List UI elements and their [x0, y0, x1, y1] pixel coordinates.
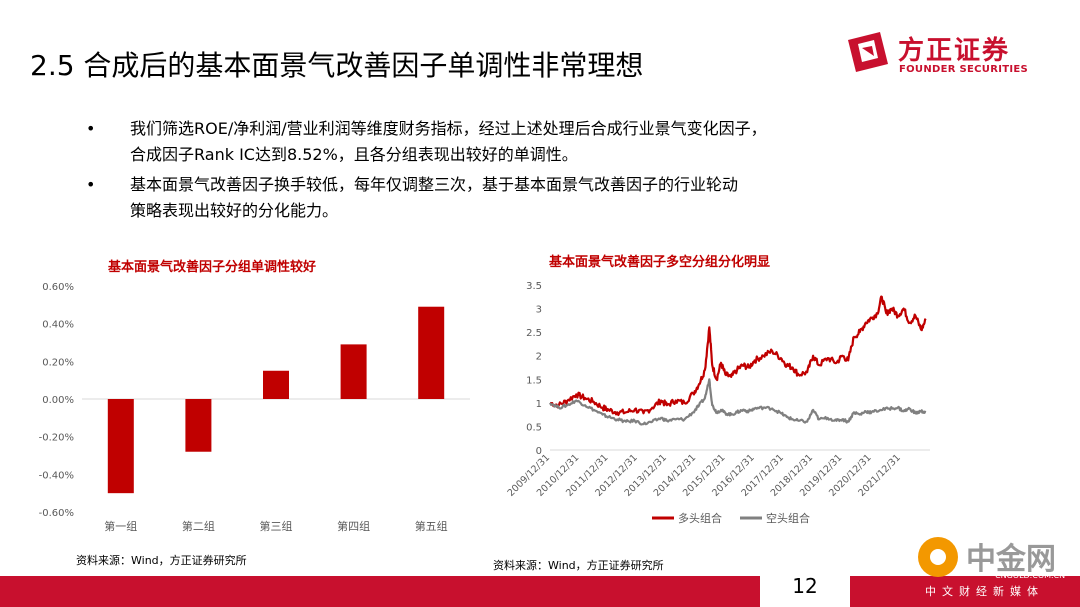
y-tick-label: 0.20%	[42, 357, 74, 368]
bullet-line: 策略表现出较好的分化能力。	[130, 201, 339, 220]
watermark-text: 中金网	[966, 542, 1056, 577]
y-tick-label: 3.5	[526, 281, 542, 292]
x-category-label: 第三组	[260, 519, 293, 533]
footer-bar	[0, 576, 1080, 607]
logo-en-text: FOUNDER SECURITIES	[899, 64, 1029, 75]
bullet-line: 基本面景气改善因子换手较低，每年仅调整三次，基于基本面景气改善因子的行业轮动	[130, 175, 739, 194]
y-tick-label: 0	[536, 446, 542, 457]
founder-logo: 方正证券 FOUNDER SECURITIES	[846, 30, 1036, 80]
bar-chart-title: 基本面景气改善因子分组单调性较好	[108, 260, 317, 275]
y-tick-label: 1.5	[526, 375, 542, 386]
bar	[185, 399, 212, 452]
line-chart: 00.511.522.533.52009/12/312010/12/312011…	[506, 281, 930, 525]
bullet-item: • 基本面景气改善因子换手较低，每年仅调整三次，基于基本面景气改善因子的行业轮动…	[82, 172, 942, 224]
bullet-dot: •	[86, 119, 96, 138]
page-number: 12	[792, 574, 818, 598]
series-line	[549, 295, 927, 417]
x-category-label: 第五组	[415, 519, 448, 533]
y-tick-label: 0.60%	[42, 282, 74, 293]
bar	[263, 370, 289, 399]
legend-label: 空头组合	[766, 511, 810, 525]
y-tick-label: -0.20%	[39, 433, 74, 444]
page-title: 2.5 合成后的基本面景气改善因子单调性非常理想	[30, 49, 644, 82]
y-tick-label: -0.60%	[39, 508, 74, 519]
bar	[418, 306, 445, 399]
bullet-dot: •	[86, 175, 96, 194]
y-tick-label: 2	[536, 352, 542, 363]
x-category-label: 第四组	[337, 519, 370, 533]
line-chart-source: 资料来源：Wind，方正证券研究所	[493, 559, 664, 572]
y-tick-label: 0.5	[526, 422, 542, 433]
line-chart-title: 基本面景气改善因子多空分组分化明显	[549, 255, 771, 270]
y-tick-label: 2.5	[526, 328, 542, 339]
y-tick-label: 0.00%	[42, 395, 74, 406]
founder-logo-icon	[848, 32, 888, 72]
legend-label: 多头组合	[678, 511, 722, 525]
logo-cn-text: 方正证券	[898, 36, 1011, 66]
y-tick-label: 3	[536, 305, 542, 316]
x-category-label: 第二组	[182, 519, 215, 533]
watermark-url: CNGOLD.COM.CN	[995, 571, 1066, 580]
y-tick-label: 0.40%	[42, 320, 74, 331]
series-line	[549, 378, 927, 426]
bar	[340, 344, 367, 399]
bullet-line: 我们筛选ROE/净利润/营业利润等维度财务指标，经过上述处理后合成行业景气变化因…	[130, 119, 767, 138]
bar-chart: 0.60% 0.40% 0.20% 0.00% -0.20% -0.40% -0.60% 第一…	[39, 282, 470, 533]
x-category-label: 第一组	[104, 519, 137, 533]
bar	[107, 399, 134, 494]
y-tick-label: 1	[536, 399, 542, 410]
footer-gap	[760, 570, 850, 607]
bullet-item: • 我们筛选ROE/净利润/营业利润等维度财务指标，经过上述处理后合成行业景气变…	[82, 116, 942, 168]
watermark-logo-inner	[930, 549, 946, 565]
bar-chart-source: 资料来源：Wind，方正证券研究所	[76, 554, 247, 567]
bullet-list: • 我们筛选ROE/净利润/营业利润等维度财务指标，经过上述处理后合成行业景气变…	[82, 116, 942, 228]
y-tick-label: -0.40%	[39, 470, 74, 481]
watermark-subtitle: 中文财经新媒体	[925, 585, 1044, 598]
bullet-line: 合成因子Rank IC达到8.52%，且各分组表现出较好的单调性。	[130, 145, 578, 164]
